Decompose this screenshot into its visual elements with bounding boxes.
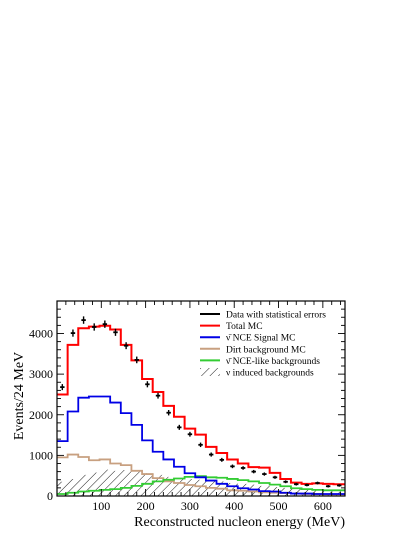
legend-entry-total-mc: Total MC xyxy=(200,322,263,332)
legend-label: ν̄ NCE-like backgrounds xyxy=(226,357,320,367)
legend-label: ν induced backgrounds xyxy=(226,369,314,379)
legend-entry-nce-like-backgrounds: ν̄ NCE-like backgrounds xyxy=(200,357,320,367)
data-points-layer xyxy=(60,316,342,488)
data-point xyxy=(272,475,278,479)
series-nce-signal-mc-line xyxy=(57,395,345,495)
data-point xyxy=(283,480,288,484)
data-point xyxy=(262,472,267,476)
legend-label: Total MC xyxy=(226,322,263,332)
x-tick-label: 200 xyxy=(137,499,155,513)
legend-swatch xyxy=(200,368,220,376)
data-point xyxy=(304,483,310,487)
data-point xyxy=(60,384,65,391)
data-point xyxy=(208,452,214,457)
legend-entry-induced-backgrounds: ν induced backgrounds xyxy=(200,368,314,379)
x-tick-label: 100 xyxy=(92,499,110,513)
data-point xyxy=(198,442,203,448)
legend-label: Dirt background MC xyxy=(226,345,306,355)
y-tick-label: 1000 xyxy=(29,448,53,462)
data-point xyxy=(102,320,108,328)
y-tick-label: 0 xyxy=(47,489,53,503)
data-point xyxy=(187,431,193,437)
data-point xyxy=(177,424,182,430)
x-tick-label: 400 xyxy=(225,499,243,513)
y-tick-label: 4000 xyxy=(29,327,53,341)
series-induced-backgrounds-fill xyxy=(57,469,345,496)
data-point xyxy=(219,457,225,462)
legend-entry-data-with-statistical-errors: Data with statistical errors xyxy=(200,311,326,321)
data-point xyxy=(70,329,76,337)
data-point xyxy=(92,323,97,331)
data-point xyxy=(81,316,86,324)
data-point xyxy=(166,410,171,416)
data-point xyxy=(337,484,342,487)
axis-ticks: 100 200 300 400 500 600 0 1000 2000 3000 4000 xyxy=(29,300,345,513)
x-tick-label: 300 xyxy=(181,499,199,513)
data-point xyxy=(123,342,129,350)
y-tick-label: 3000 xyxy=(29,367,53,381)
data-point xyxy=(134,356,139,364)
legend-label: Data with statistical errors xyxy=(226,311,326,321)
histogram-lines-layer xyxy=(57,324,345,496)
data-point xyxy=(145,381,150,388)
data-point xyxy=(325,484,331,488)
data-point xyxy=(113,328,118,336)
x-axis-title: Reconstructed nucleon energy (MeV) xyxy=(134,515,345,530)
legend-label: ν̄ NCE Signal MC xyxy=(226,334,295,344)
plot-frame xyxy=(56,300,346,497)
x-tick-label: 500 xyxy=(270,499,288,513)
y-tick-label: 2000 xyxy=(29,408,53,422)
data-point xyxy=(230,464,235,469)
hatched-fill-layer xyxy=(57,469,345,496)
data-point xyxy=(251,469,256,474)
data-point xyxy=(240,466,246,470)
legend-entry-dirt-background-mc: Dirt background MC xyxy=(200,345,306,355)
data-point xyxy=(294,482,299,486)
data-point xyxy=(155,392,161,399)
x-tick-label: 600 xyxy=(314,499,332,513)
series-total-mc-line xyxy=(57,324,345,486)
y-axis-title: Events/24 MeV xyxy=(12,352,27,440)
legend-entry-nce-signal-mc: ν̄ NCE Signal MC xyxy=(200,334,295,344)
data-point xyxy=(315,481,320,485)
